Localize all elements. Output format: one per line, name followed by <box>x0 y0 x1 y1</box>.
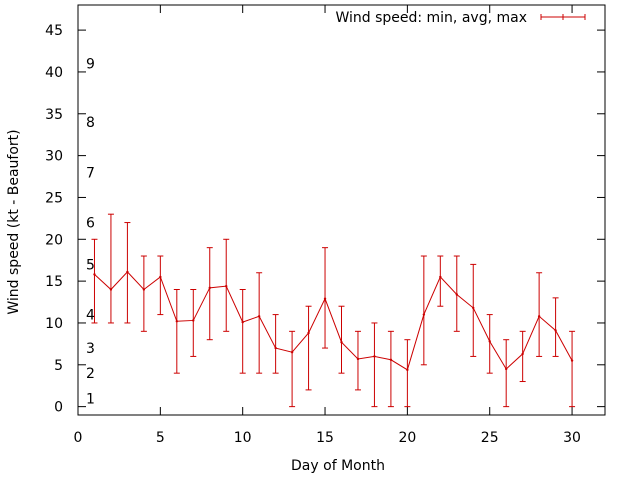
data-point <box>554 329 557 332</box>
data-point <box>504 367 508 371</box>
x-tick-label: 5 <box>156 430 165 446</box>
y-axis-label: Wind speed (kt - Beaufort) <box>6 129 22 314</box>
x-tick-label: 10 <box>234 430 252 446</box>
data-point <box>340 341 343 344</box>
data-point <box>389 358 393 361</box>
beaufort-label: 5 <box>86 257 95 273</box>
x-tick-label: 0 <box>74 430 83 446</box>
data-point <box>570 359 574 362</box>
plot-area <box>91 213 576 408</box>
beaufort-label: 2 <box>86 366 95 382</box>
data-point <box>142 288 146 291</box>
y-tick-label: 30 <box>45 149 63 165</box>
y-tick-label: 45 <box>45 23 63 39</box>
plot-border <box>77 4 606 416</box>
y-tick-label: 0 <box>54 400 63 416</box>
data-point <box>373 355 376 358</box>
beaufort-label: 8 <box>86 115 95 131</box>
beaufort-label: 9 <box>86 57 95 73</box>
data-point <box>290 351 294 354</box>
data-point <box>537 315 541 318</box>
data-point <box>257 315 261 318</box>
y-tick-label: 40 <box>45 65 63 81</box>
x-tick-label: 25 <box>481 430 499 446</box>
data-point <box>472 306 475 310</box>
data-point <box>307 331 310 335</box>
data-point <box>126 270 129 274</box>
data-point <box>225 284 228 288</box>
y-tick-label: 25 <box>45 190 63 206</box>
data-point <box>274 346 277 350</box>
data-point <box>93 273 96 276</box>
legend-label: Wind speed: min, avg, max <box>335 10 527 26</box>
data-point <box>159 275 162 279</box>
data-point <box>455 293 458 296</box>
data-point <box>439 275 442 279</box>
beaufort-label: 6 <box>86 216 95 232</box>
avg-line <box>94 271 573 371</box>
beaufort-label: 4 <box>86 308 95 324</box>
y-tick-label: 20 <box>45 232 63 248</box>
data-point <box>208 286 211 290</box>
legend: Wind speed: min, avg, max <box>335 10 586 26</box>
y-tick-label: 5 <box>54 358 63 374</box>
x-tick-label: 30 <box>563 430 581 446</box>
data-point <box>488 340 491 343</box>
data-point <box>406 368 409 372</box>
y-tick-label: 35 <box>45 107 63 123</box>
beaufort-scale-labels: 1 2 3 4 5 6 7 8 9 <box>86 57 95 408</box>
data-point <box>356 357 360 361</box>
data-point <box>175 320 179 323</box>
x-tick-label: 15 <box>316 430 334 446</box>
data-point <box>323 297 327 300</box>
x-tick-label: 20 <box>398 430 416 446</box>
data-point <box>109 288 113 291</box>
beaufort-label: 7 <box>86 165 95 181</box>
data-point <box>422 313 426 316</box>
y-tick-label: 15 <box>45 274 63 290</box>
data-point <box>521 352 524 356</box>
data-point <box>241 320 244 324</box>
x-axis-label: Day of Month <box>291 458 385 474</box>
y-tick-label: 10 <box>45 316 63 332</box>
data-point <box>192 319 195 322</box>
beaufort-label: 1 <box>86 391 95 407</box>
beaufort-label: 3 <box>86 341 95 357</box>
